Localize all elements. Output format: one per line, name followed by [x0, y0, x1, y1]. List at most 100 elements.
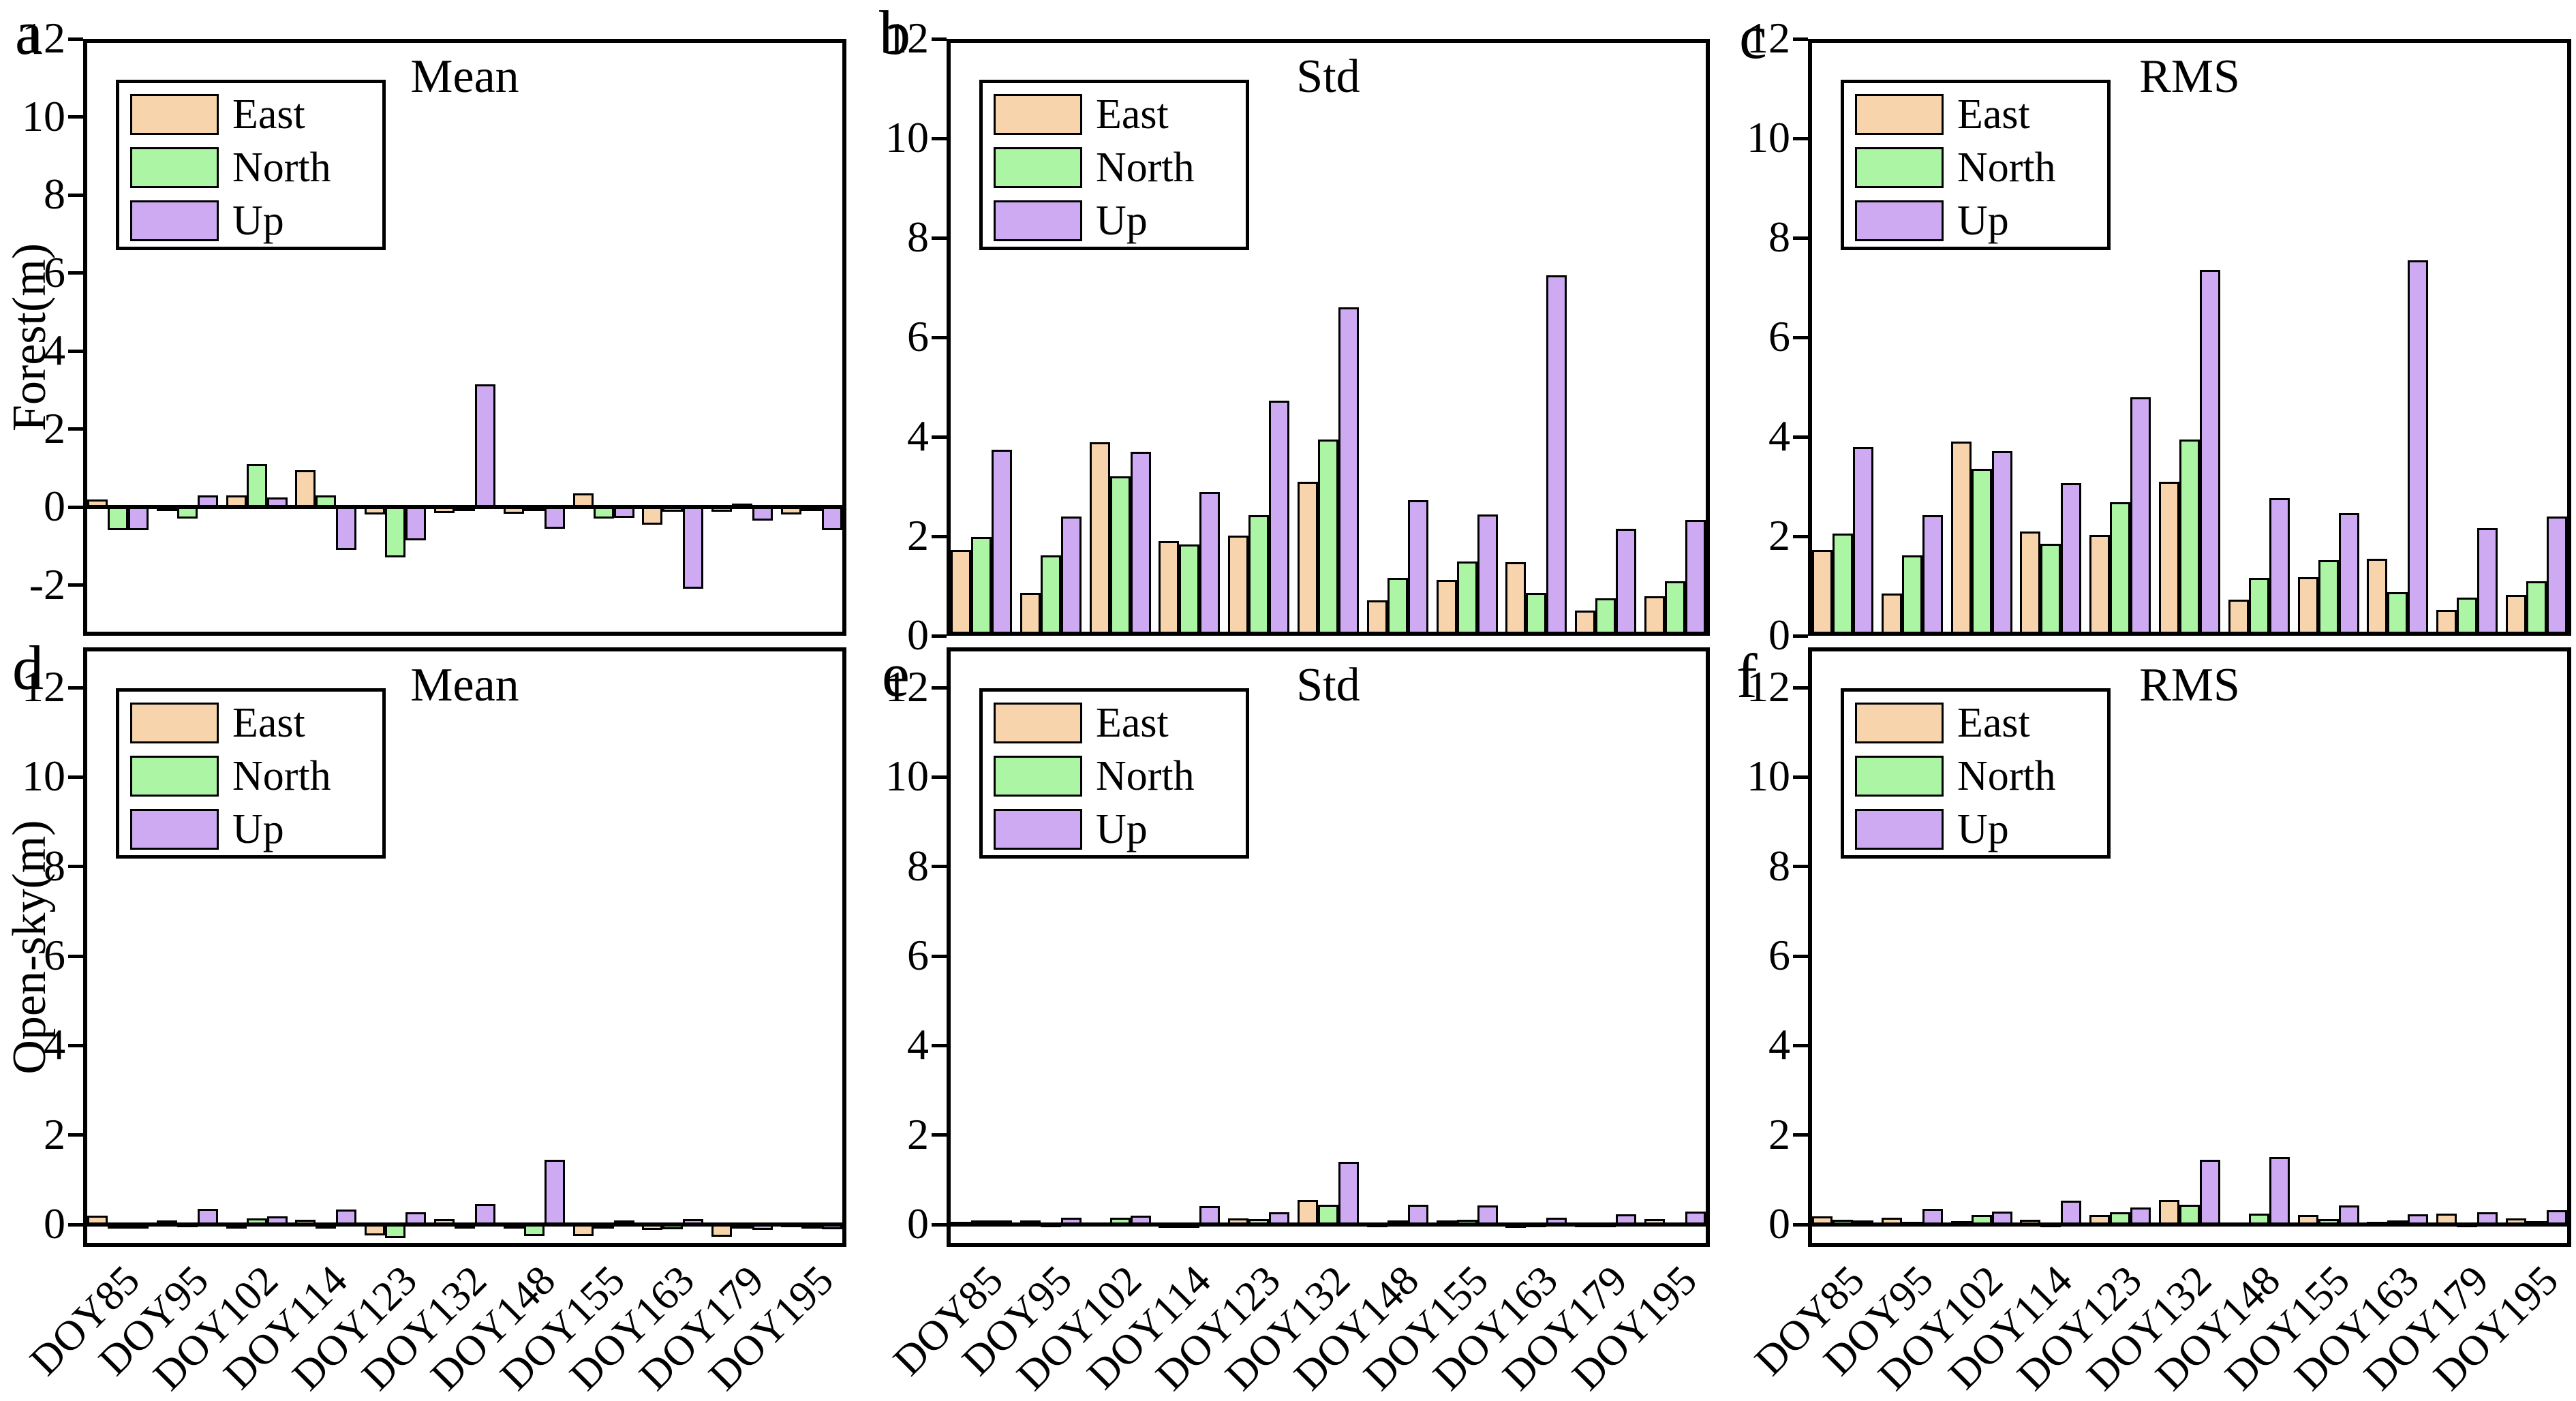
plot-border-right: [842, 39, 846, 636]
y-tick-label: 10: [885, 752, 929, 801]
bar-north: [177, 1222, 198, 1227]
y-tick-mark: [932, 954, 947, 958]
bar-up: [1269, 1212, 1290, 1225]
bar-up: [1922, 1209, 1943, 1225]
y-tick-label: 10: [1747, 752, 1790, 801]
plot-area-opensky-rms: RMS 0 2 4 6 8 10 12 DOY85 DOY95 DOY102 DOY114 DOY12…: [1746, 647, 2571, 1400]
y-tick-mark: [932, 1222, 947, 1227]
bar-north: [2457, 1223, 2478, 1228]
bar-up: [683, 507, 704, 589]
y-tick-label: 12: [22, 662, 65, 711]
legend-box: East North Up: [116, 80, 386, 250]
y-tick-mark: [68, 775, 83, 779]
legend-box: East North Up: [116, 688, 386, 859]
bar-north: [107, 1225, 128, 1229]
legend-swatch-north: [130, 147, 219, 188]
bar-east: [1505, 1223, 1527, 1228]
legend-label: Up: [1957, 198, 2009, 244]
y-tick-label: 0: [1768, 611, 1790, 659]
bar-east: [226, 495, 247, 508]
bar-north: [1665, 1222, 1686, 1227]
y-tick-label: 8: [44, 841, 65, 890]
bar-east: [1950, 442, 1972, 636]
bar-north: [1456, 1219, 1477, 1225]
y-tick-mark: [68, 1133, 83, 1137]
bar-up: [405, 1212, 427, 1225]
y-tick-label: 2: [907, 511, 929, 559]
legend-swatch-east: [130, 94, 219, 135]
legend-box: East North Up: [979, 688, 1249, 859]
bar-up: [1199, 492, 1221, 636]
plot-border-left: [947, 39, 951, 636]
plot-area-opensky-std: Std 0 2 4 6 8 10 12 DOY85 DOY95 DOY102 DOY114 DOY12…: [885, 647, 1710, 1400]
y-tick-label: 12: [885, 14, 929, 62]
panel-letter-c: c: [1739, 2, 1767, 72]
bar-up: [336, 1210, 357, 1225]
bar-north: [1971, 469, 1992, 636]
legend-label: East: [1096, 91, 1169, 138]
legend-swatch-east: [994, 94, 1082, 135]
bar-east: [2159, 1200, 2179, 1225]
plot-border-right: [1706, 39, 1710, 636]
y-tick-label: 8: [907, 841, 929, 890]
bar-up: [475, 1203, 495, 1225]
plot-border-right: [2567, 39, 2571, 636]
y-tick-mark: [932, 686, 947, 690]
bar-up: [1060, 516, 1082, 636]
bar-east: [642, 507, 663, 525]
bar-east: [2367, 1221, 2388, 1226]
bar-north: [1832, 1219, 1853, 1225]
bar-east: [295, 469, 316, 508]
bar-east: [2228, 600, 2249, 636]
bar-up: [822, 507, 843, 531]
bar-up: [2200, 1159, 2220, 1225]
y-tick-mark: [1793, 686, 1808, 690]
y-tick-mark: [1793, 954, 1808, 958]
bar-east: [2228, 1222, 2249, 1227]
bar-north: [1179, 544, 1200, 636]
bar-up: [1130, 451, 1151, 636]
bar-up: [2408, 260, 2429, 636]
bar-up: [2269, 1157, 2290, 1225]
plot-border-left: [83, 39, 87, 636]
bar-east: [503, 507, 524, 514]
y-tick-mark: [932, 236, 947, 240]
bar-up: [1130, 1216, 1151, 1225]
bar-up: [544, 1159, 565, 1225]
plot-border-top: [83, 647, 846, 651]
bar-east: [226, 1225, 247, 1229]
legend-label: East: [1957, 91, 2030, 138]
panel-title: Mean: [410, 659, 519, 711]
bar-north: [2318, 560, 2339, 636]
zero-line: [947, 1222, 1710, 1227]
plot-border-bottom: [1808, 632, 2571, 636]
bar-north: [1526, 1223, 1547, 1228]
bar-up: [475, 384, 495, 508]
plot-border-bottom: [947, 1243, 1710, 1247]
y-tick-mark: [1793, 1133, 1808, 1137]
bar-up: [197, 1209, 218, 1225]
bar-north: [2318, 1218, 2339, 1225]
y-tick-mark: [932, 534, 947, 538]
bar-east: [295, 1219, 316, 1225]
bar-up: [127, 507, 149, 531]
bar-east: [2506, 595, 2527, 636]
bar-east: [572, 1225, 594, 1236]
legend-label: Up: [232, 806, 284, 852]
plot-border-right: [842, 647, 846, 1247]
bar-north: [1832, 534, 1853, 636]
bar-up: [752, 507, 773, 521]
y-tick-mark: [68, 271, 83, 275]
bar-east: [1228, 535, 1249, 636]
y-tick-label: 10: [22, 752, 65, 801]
bar-north: [2040, 543, 2061, 636]
y-tick-mark: [1793, 1043, 1808, 1047]
legend-swatch-north: [994, 756, 1082, 797]
bar-up: [2477, 1212, 2498, 1225]
bar-up: [752, 1225, 773, 1231]
plot-border-top: [83, 39, 846, 43]
legend-label: North: [232, 144, 331, 191]
bar-up: [2477, 527, 2498, 636]
legend-swatch-up: [1855, 809, 1944, 850]
bar-up: [2130, 397, 2151, 636]
